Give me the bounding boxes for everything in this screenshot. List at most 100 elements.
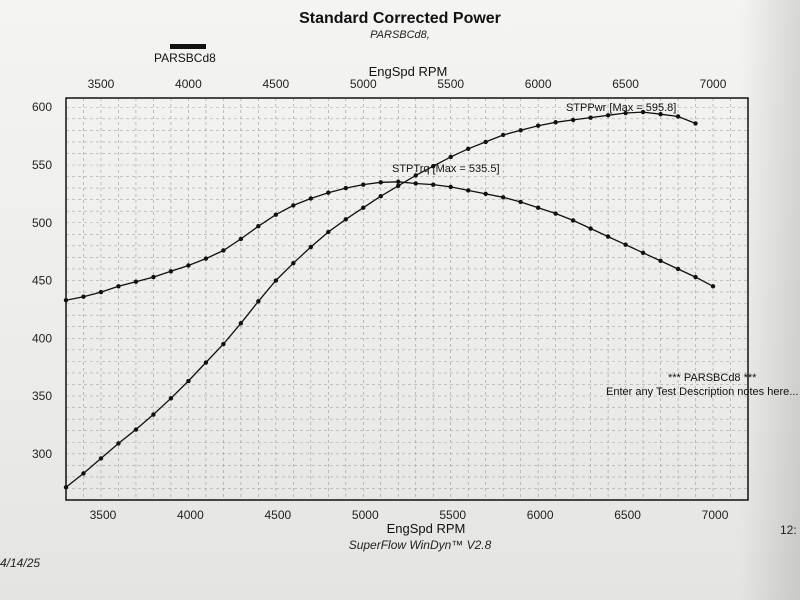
data-point-stppwr	[221, 341, 226, 347]
chart-subtitle: PARSBCd8,	[370, 29, 430, 41]
y-tick-label: 400	[32, 331, 52, 345]
data-point-stptrq	[98, 289, 104, 295]
footer-software: SuperFlow WinDyn™ V2.8	[348, 538, 492, 552]
data-point-stptrq	[116, 284, 121, 289]
y-tick-labels: 300 350 400 450 500 550 600	[32, 100, 52, 461]
top-x-tick-labels: 3500 4000 4500 5000 5500 6000 6500 7000	[88, 77, 727, 91]
data-point-stppwr	[98, 456, 104, 461]
data-point-stppwr	[203, 360, 209, 365]
data-point-stptrq	[693, 274, 698, 280]
data-point-stppwr	[518, 128, 523, 133]
footer-time: 12:	[780, 523, 797, 537]
x-tick-label-bottom: 6500	[614, 508, 641, 522]
data-point-stptrq	[605, 234, 611, 239]
data-point-stptrq	[63, 297, 69, 303]
page-shadow	[740, 0, 800, 600]
x-tick-label-top: 4000	[175, 77, 202, 91]
x-tick-label-top: 5500	[437, 77, 464, 91]
data-point-stppwr	[151, 412, 156, 417]
data-point-stptrq	[133, 279, 139, 284]
x-axis-label-top: EngSpd RPM	[369, 64, 448, 79]
y-tick-label: 350	[32, 389, 52, 403]
x-tick-label-top: 4500	[262, 77, 289, 91]
data-point-stppwr	[361, 205, 366, 210]
data-point-stppwr	[500, 132, 506, 138]
data-point-stppwr	[413, 173, 418, 178]
data-point-stppwr	[186, 378, 191, 384]
torque-max-annotation: STPTrq [Max = 535.5]	[392, 163, 500, 175]
data-point-stppwr	[63, 485, 69, 490]
data-point-stptrq	[238, 236, 244, 242]
data-point-stppwr	[81, 471, 86, 476]
data-point-stppwr	[535, 123, 541, 128]
data-point-stptrq	[273, 212, 279, 217]
data-point-stppwr	[431, 163, 436, 169]
data-point-stptrq	[535, 205, 541, 210]
legend-label: PARSBCd8	[154, 51, 216, 65]
data-point-stptrq	[168, 269, 174, 274]
data-point-stptrq	[81, 294, 86, 299]
data-point-stptrq	[518, 199, 523, 205]
x-tick-label-bottom: 7000	[702, 508, 729, 522]
data-point-stppwr	[291, 260, 296, 266]
data-point-stppwr	[693, 121, 698, 126]
notes-title: *** PARSBCd8 ***	[668, 372, 757, 384]
plot-frame	[65, 97, 749, 501]
data-point-stptrq	[710, 284, 716, 289]
footer-date: 4/14/25	[0, 556, 41, 570]
data-point-stptrq	[431, 182, 436, 187]
power-max-annotation: STPPwr [Max = 595.8]	[566, 102, 676, 114]
data-point-stppwr	[378, 193, 383, 199]
data-point-stptrq	[553, 211, 558, 216]
x-tick-label-top: 6500	[612, 77, 639, 91]
data-point-stppwr	[168, 396, 174, 401]
data-point-stppwr	[448, 154, 453, 160]
data-point-stppwr	[483, 139, 488, 145]
data-point-stptrq	[378, 180, 383, 185]
data-point-stppwr	[308, 244, 314, 250]
data-point-stptrq	[500, 195, 506, 200]
data-point-stppwr	[133, 427, 139, 432]
data-point-stppwr	[658, 111, 663, 117]
data-point-stptrq	[570, 218, 576, 223]
x-tick-label-bottom: 3500	[90, 508, 117, 522]
y-tick-label: 300	[32, 447, 52, 461]
data-point-stppwr	[605, 113, 611, 118]
data-point-stppwr	[588, 115, 593, 120]
data-point-stptrq	[658, 258, 663, 264]
x-tick-label-bottom: 6000	[527, 508, 554, 522]
x-tick-label-top: 3500	[88, 77, 115, 91]
data-point-stptrq	[151, 274, 156, 280]
bottom-x-tick-labels: 3500 4000 4500 5000 5500 6000 6500 7000	[90, 508, 729, 522]
data-point-stppwr	[116, 441, 121, 446]
data-point-stptrq	[361, 182, 366, 187]
y-tick-label: 450	[32, 274, 52, 288]
x-tick-label-bottom: 4500	[264, 508, 291, 522]
x-tick-label-top: 6000	[525, 77, 552, 91]
y-tick-label: 500	[32, 216, 52, 230]
data-point-stptrq	[640, 250, 646, 255]
data-point-stptrq	[466, 188, 471, 193]
series-line-stptrq	[65, 181, 714, 301]
series-line-stppwr	[65, 111, 696, 488]
data-point-stptrq	[343, 185, 348, 191]
x-tick-label-bottom: 4000	[177, 508, 204, 522]
chart-title: Standard Corrected Power	[299, 10, 501, 27]
data-point-stptrq	[483, 191, 488, 197]
data-point-stptrq	[396, 179, 401, 184]
data-point-stptrq	[203, 256, 209, 261]
data-point-stptrq	[675, 266, 681, 272]
data-point-stppwr	[273, 278, 279, 283]
x-tick-label-top: 7000	[700, 77, 727, 91]
data-point-stppwr	[238, 321, 244, 326]
data-point-stptrq	[256, 224, 261, 229]
data-point-stppwr	[396, 183, 401, 188]
notes-description: Enter any Test Description notes here...	[606, 386, 798, 398]
data-point-stptrq	[588, 226, 593, 231]
data-point-stppwr	[553, 120, 558, 125]
data-point-stptrq	[308, 196, 314, 201]
x-tick-label-bottom: 5000	[352, 508, 379, 522]
data-point-stppwr	[675, 114, 681, 119]
data-point-stppwr	[466, 146, 471, 152]
